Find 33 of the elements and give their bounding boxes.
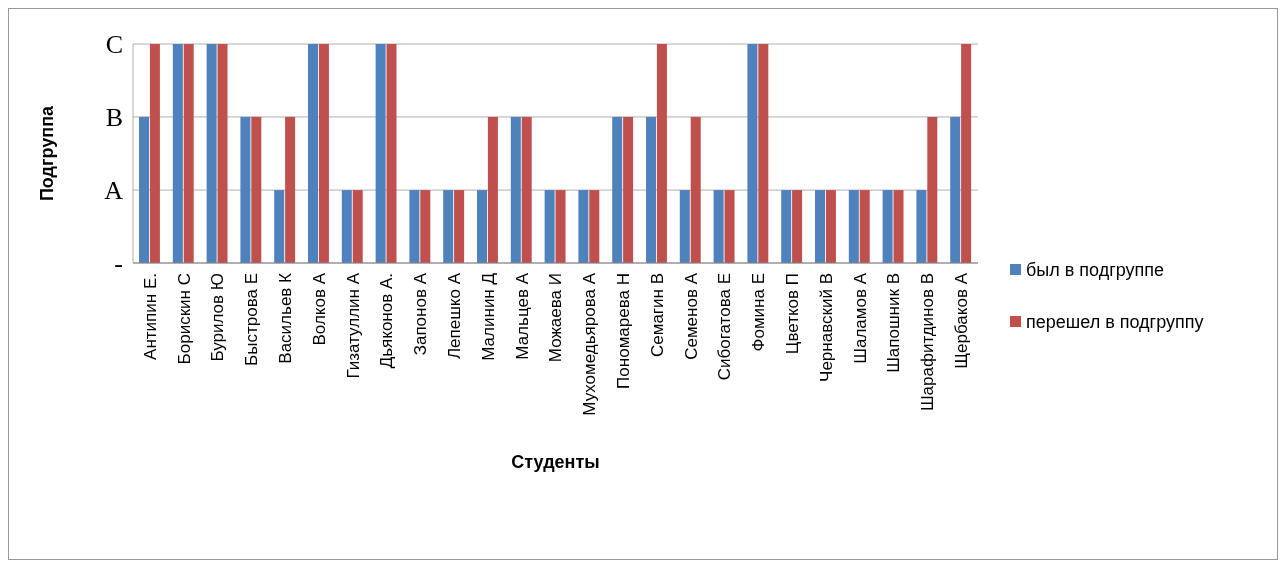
x-tick-label: Можаева И: [546, 273, 566, 363]
x-tick-label: Мухомедьярова А: [580, 272, 600, 416]
x-tick-label: Сибогатова Е: [715, 273, 735, 381]
x-tick-label: Быстрова Е: [242, 273, 262, 366]
x-tick-label: Бурилов Ю: [208, 273, 228, 362]
ref-line-label: -: [114, 249, 123, 279]
ref-line-label: B: [105, 103, 123, 133]
x-tick-label: Пономарева Н: [614, 273, 634, 389]
x-tick-label: Семагин В: [647, 273, 667, 358]
x-tick-label: Антипин Е.: [140, 273, 160, 360]
x-tick-label: Шаламов А: [850, 272, 870, 364]
x-tick-label: Шарафитдинов В: [918, 273, 938, 412]
x-tick-label: Цветков П: [783, 273, 803, 355]
ref-line-label: C: [105, 30, 123, 60]
x-tick-label: Гизатуллин А: [343, 272, 363, 379]
x-tick-label: Васильев К: [276, 272, 296, 364]
legend-label: перешел в подгруппу: [1026, 312, 1204, 333]
ref-line-label: A: [104, 176, 124, 206]
x-tick-label: Фомина Е: [749, 273, 769, 352]
x-tick-label: Малинин Д: [478, 272, 498, 361]
x-tick-label: Семенов А: [681, 272, 701, 360]
x-tick-label: Мальцев А: [512, 272, 532, 360]
legend-label: был в подгруппе: [1026, 260, 1165, 281]
x-tick-label: Запонов А: [411, 272, 431, 356]
y-axis-title: Подгруппа: [37, 104, 57, 202]
x-axis-title: Студенты: [511, 452, 600, 472]
x-tick-label: Чернавский В: [816, 273, 836, 382]
x-tick-label: Борискин С: [174, 273, 194, 365]
x-tick-label: Лепешко А: [445, 272, 465, 360]
x-tick-label: Волков А: [309, 272, 329, 346]
x-tick-label: Шапошник В: [884, 273, 904, 373]
x-tick-label: Дьяконов А.: [377, 273, 397, 369]
x-tick-label: Щербаков А: [952, 272, 972, 369]
